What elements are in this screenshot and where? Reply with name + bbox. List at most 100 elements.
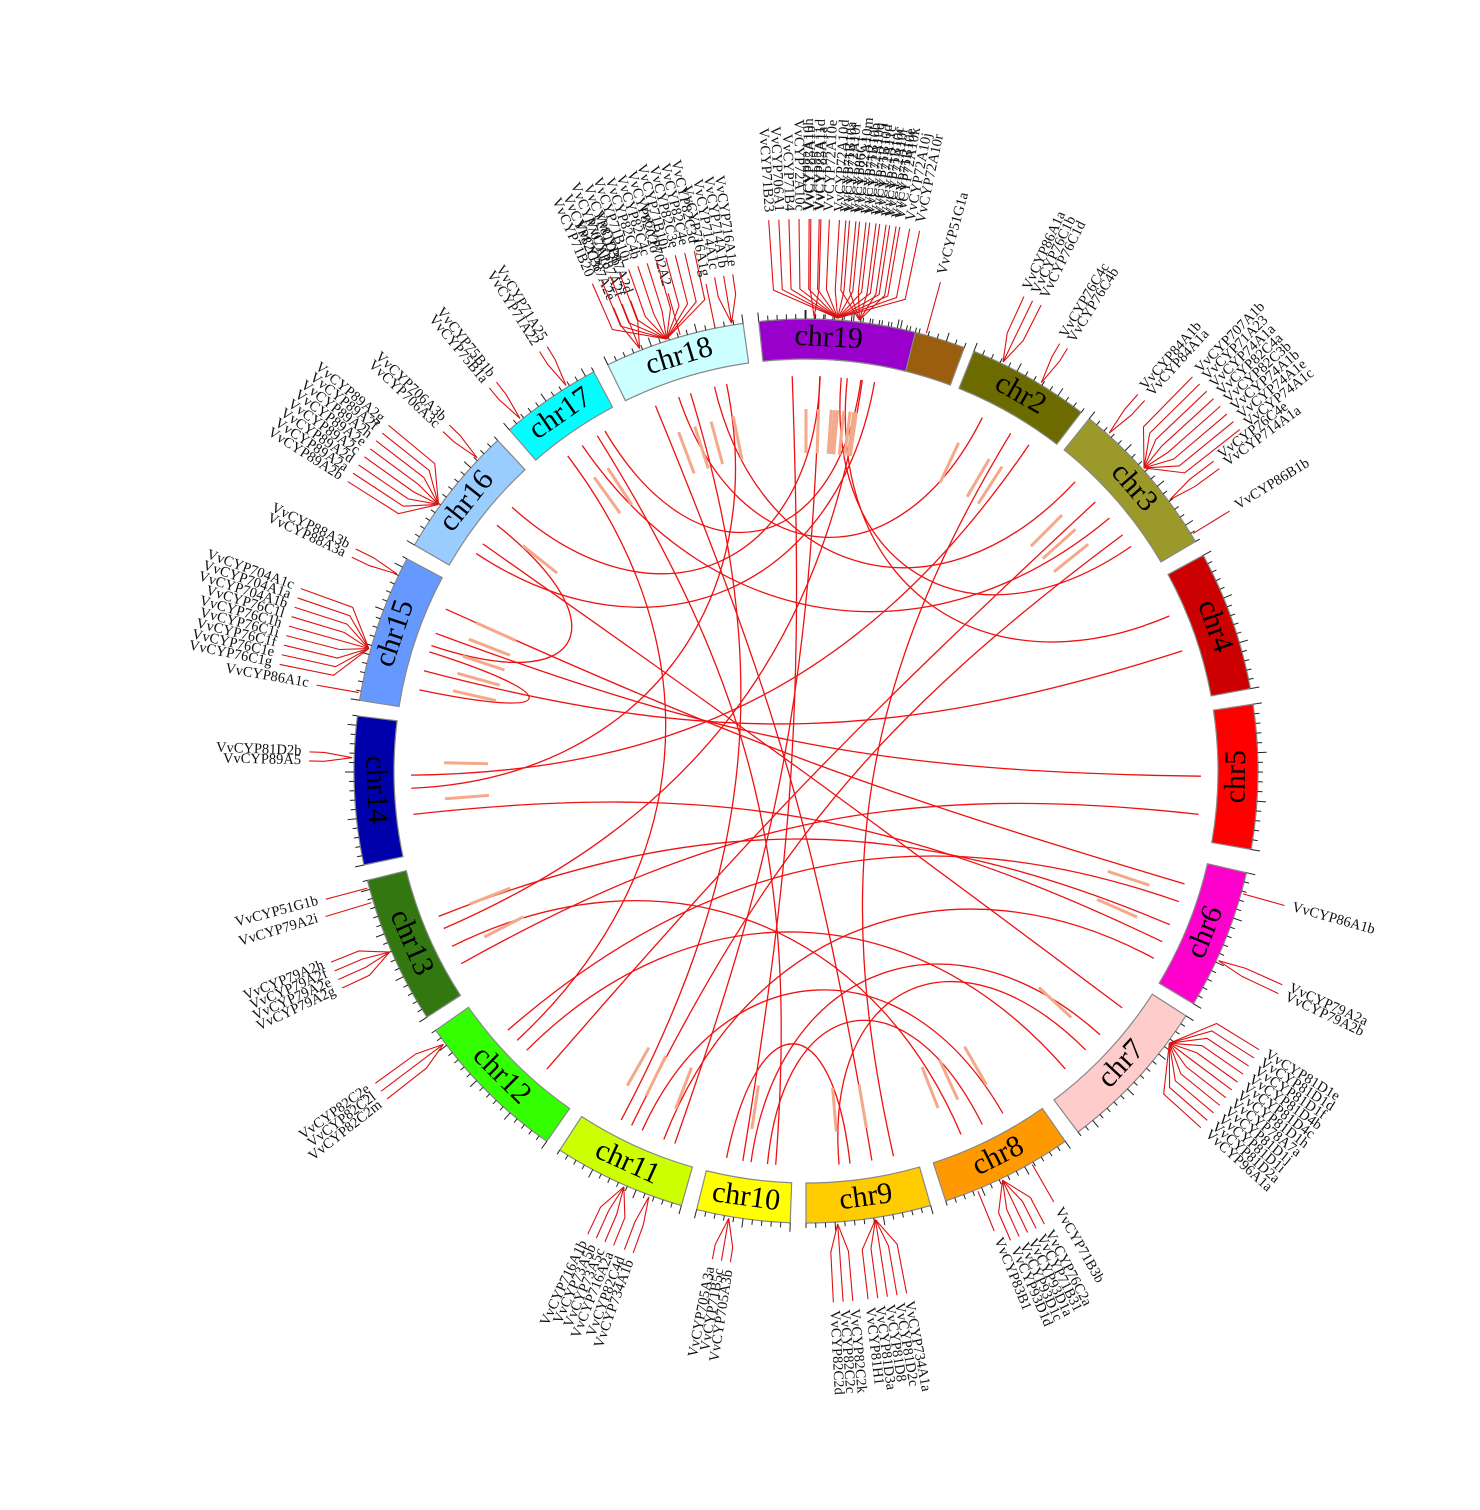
scale-tick-chr12 (542, 1141, 547, 1148)
scale-tick-chr6 (1207, 979, 1211, 981)
scale-tick-chr11 (671, 1203, 672, 1208)
scale-tick-chr7 (1121, 1095, 1124, 1099)
scale-tick-chr4 (1250, 687, 1259, 689)
scale-tick-chr8 (1008, 1176, 1010, 1180)
scale-tick-chr1 (928, 331, 929, 336)
gene-leader (309, 758, 352, 762)
scale-tick-chr1 (910, 326, 911, 331)
scale-tick-chr16 (426, 518, 430, 521)
tandem-tick-chr9-0 (859, 1085, 866, 1128)
gene-leader (715, 277, 732, 323)
gene-leader (1003, 305, 1041, 362)
scale-tick-chr6 (1233, 918, 1242, 921)
gene-leader (706, 284, 715, 326)
scale-tick-chr3 (1104, 427, 1107, 431)
scale-tick-chr13 (370, 907, 375, 909)
scale-tick-chr11 (565, 1155, 568, 1159)
scale-tick-chr11 (643, 1193, 645, 1198)
gene-leader (1218, 961, 1282, 985)
scale-tick-chr2 (1034, 376, 1037, 380)
tandem-tick-chr8-0 (965, 1047, 987, 1085)
scale-tick-chr1 (919, 328, 920, 333)
scale-tick-chr9 (864, 1219, 865, 1224)
synteny-link-32 (517, 456, 666, 1040)
scale-tick-chr9 (854, 1220, 855, 1225)
scale-tick-chr12 (437, 1038, 441, 1041)
scale-tick-chr10 (724, 1216, 725, 1221)
scale-tick-chr18 (686, 330, 687, 335)
scale-tick-chr9 (912, 1210, 913, 1215)
scale-tick-chr12 (448, 1053, 452, 1056)
gene-leader (342, 952, 389, 988)
tandem-tick-chr13-1 (469, 888, 510, 904)
scale-tick-chr16 (494, 437, 497, 441)
scale-tick-chr4 (1249, 678, 1254, 679)
scale-tick-chr13 (368, 898, 373, 899)
scale-tick-chr16 (487, 443, 490, 447)
scale-tick-chr3 (1163, 491, 1167, 494)
chromosome-label-chr14: chr14 (359, 755, 395, 825)
scale-tick-chr6 (1242, 891, 1247, 892)
scale-tick-chr6 (1236, 909, 1241, 911)
tandem-tick-chr14-1 (444, 763, 488, 764)
synteny-link-33 (411, 384, 735, 788)
scale-tick-chr11 (679, 1205, 681, 1214)
scale-tick-chr5 (1251, 849, 1260, 851)
scale-tick-chr12 (521, 1125, 524, 1129)
scale-tick-chr12 (486, 1094, 489, 1098)
gene-leader (978, 1191, 994, 1231)
scale-tick-chr13 (376, 925, 381, 927)
scale-tick-chr9 (902, 1213, 903, 1218)
scale-tick-chr6 (1212, 971, 1216, 973)
scale-tick-chr13 (383, 943, 388, 945)
scale-tick-chr2 (974, 343, 977, 351)
gene-leader (309, 752, 352, 758)
scale-tick-chr3 (1132, 454, 1136, 457)
gene-leader (732, 274, 736, 323)
scale-tick-chr3 (1089, 412, 1095, 419)
gene-label: VvCYP51G1a (934, 190, 972, 276)
tandem-tick-chr19-1 (817, 409, 819, 453)
scale-tick-chr18 (659, 338, 661, 343)
scale-tick-chr4 (1208, 561, 1212, 563)
scale-tick-chr3 (1125, 444, 1131, 450)
synteny-link-4 (862, 433, 1010, 1156)
scale-tick-chr11 (662, 1200, 664, 1205)
synteny-link-12 (436, 633, 1201, 776)
scale-tick-chr1 (872, 319, 873, 324)
scale-tick-chr2 (1081, 408, 1084, 412)
scale-tick-chr18 (623, 352, 625, 357)
synteny-link-29 (743, 376, 797, 1161)
gene-leader (316, 685, 358, 692)
synteny-link-9 (632, 535, 1123, 1126)
scale-tick-chr12 (460, 1067, 464, 1070)
scale-tick-chr6 (1246, 873, 1255, 875)
scale-tick-chr19 (870, 319, 871, 324)
gene-leader (926, 282, 940, 333)
scale-tick-chr7 (1134, 1082, 1138, 1085)
scale-tick-chr15 (402, 556, 406, 558)
scale-tick-chr19 (888, 322, 889, 327)
tandem-tick-chr18-2 (711, 422, 723, 464)
scale-tick-chr10 (752, 1220, 753, 1225)
scale-tick-chr8 (973, 1191, 975, 1196)
scale-tick-chr13 (418, 1009, 422, 1012)
scale-tick-chr15 (356, 690, 361, 691)
scale-tick-chr19 (897, 319, 899, 328)
scale-tick-chr15 (360, 672, 365, 673)
scale-tick-chr4 (1239, 640, 1248, 643)
scale-tick-chr17 (559, 387, 562, 391)
gene-leader (838, 221, 850, 318)
scale-tick-chr4 (1230, 614, 1235, 616)
gene-leader (835, 220, 839, 318)
scale-tick-chr16 (420, 526, 424, 529)
gene-leader (875, 1220, 897, 1296)
scale-tick-chr14 (352, 715, 357, 716)
scale-tick-chr1 (964, 343, 966, 348)
scale-tick-chr12 (536, 1136, 539, 1140)
gene-leader (1144, 399, 1214, 468)
scale-tick-chr13 (391, 960, 396, 962)
scale-tick-chr6 (1230, 927, 1235, 929)
scale-tick-chr14 (354, 837, 359, 838)
scale-tick-chr7 (1153, 1061, 1157, 1064)
